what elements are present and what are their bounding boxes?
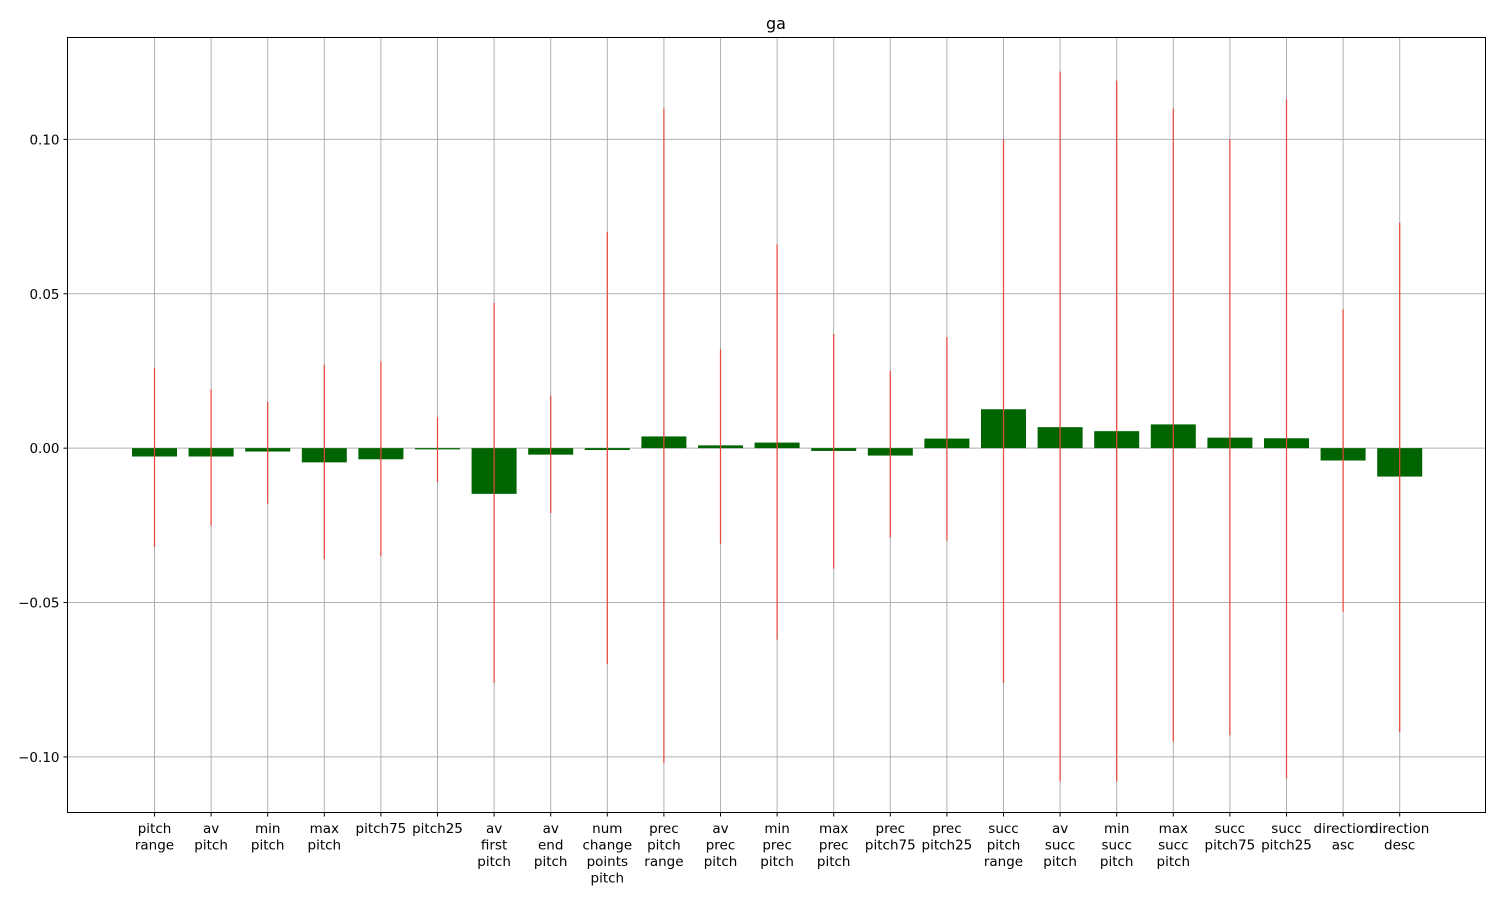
x-tick-label: max prec pitch [817, 821, 851, 870]
y-tick-label: −0.10 [18, 750, 59, 766]
chart-title: ga [766, 14, 786, 33]
x-tick-label: succ pitch range [984, 821, 1023, 870]
x-tick-label: min pitch [251, 821, 285, 854]
x-tick-label: av pitch [194, 821, 228, 854]
x-tick-label: min prec pitch [760, 821, 794, 870]
x-tick-label: max succ pitch [1157, 821, 1191, 870]
plot-frame [67, 37, 1486, 813]
x-tick-label: pitch range [135, 821, 174, 854]
x-tick-label: prec pitch25 [922, 821, 973, 854]
x-tick-label: prec pitch75 [865, 821, 916, 854]
x-tick-label: av end pitch [534, 821, 568, 870]
x-tick-label: min succ pitch [1100, 821, 1134, 870]
error-layer [153, 71, 1401, 782]
x-tick-label: av first pitch [477, 821, 511, 870]
x-tick-label: pitch25 [412, 821, 463, 837]
x-tick-label: succ pitch25 [1261, 821, 1312, 854]
x-tick-label: max pitch [308, 821, 342, 854]
y-tick-label: 0.10 [29, 132, 59, 148]
x-tick-label: num change points pitch [582, 821, 632, 887]
x-tick-label: direction asc [1314, 821, 1373, 854]
x-tick-label: av succ pitch [1043, 821, 1077, 870]
y-tick-label: 0.05 [29, 287, 59, 303]
y-tick-label: −0.05 [18, 596, 59, 612]
axis-layer: −0.10 −0.05 0.00 0.05 0.10 pitch range av pitch m… [18, 132, 1429, 886]
x-tick-label: prec pitch range [644, 821, 683, 870]
x-tick-label: succ pitch75 [1205, 821, 1256, 854]
x-tick-label: av prec pitch [704, 821, 738, 870]
y-tick-label: 0.00 [29, 441, 59, 457]
x-tick-label: pitch75 [356, 821, 407, 837]
x-tick-label: direction desc [1370, 821, 1429, 854]
